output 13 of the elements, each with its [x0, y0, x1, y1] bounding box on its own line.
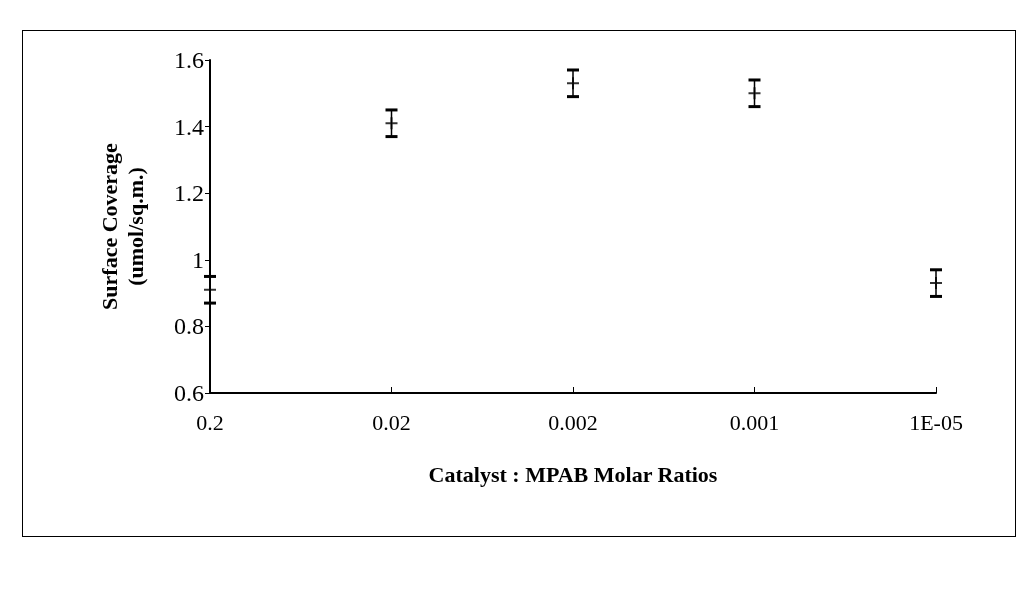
y-tick-label: 1 — [192, 246, 204, 273]
y-tick-label: 0.8 — [174, 313, 204, 340]
y-tick-label: 0.6 — [174, 380, 204, 406]
x-tick-label: 0.2 — [196, 409, 224, 435]
x-tick-label: 1E-05 — [909, 409, 963, 435]
y-tick-label: 1.6 — [174, 47, 204, 73]
y-axis-title: Surface Coverage (umol/sq.m.) — [96, 142, 148, 310]
x-tick-label: 0.02 — [372, 409, 411, 435]
x-tick-label: 0.002 — [548, 409, 598, 435]
y-tick-label: 1.4 — [174, 113, 204, 140]
x-axis-title: Catalyst : MPAB Molar Ratios — [428, 461, 718, 487]
y-tick-label: 1.2 — [174, 180, 204, 207]
x-tick-label: 0.001 — [729, 409, 780, 435]
